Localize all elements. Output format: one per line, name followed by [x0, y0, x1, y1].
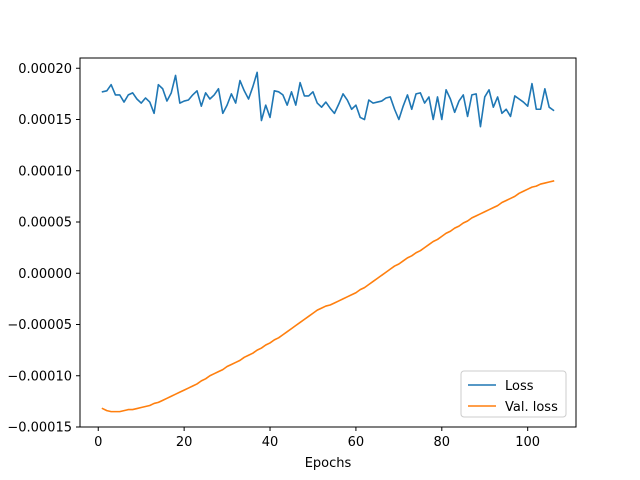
- x-tick-label: 20: [176, 435, 193, 450]
- x-tick-label: 60: [348, 435, 365, 450]
- y-tick-label: −0.00015: [7, 421, 72, 436]
- x-tick-label: 80: [434, 435, 451, 450]
- series-line-loss: [101, 71, 555, 128]
- plot-lines: [101, 71, 555, 413]
- legend-entry: Val. loss: [505, 400, 558, 415]
- x-axis: 0 20 40 60 80 100: [94, 427, 540, 450]
- legend: Loss Val. loss: [460, 370, 567, 418]
- y-tick-label: 0.00020: [18, 62, 72, 77]
- x-tick-label: 100: [515, 435, 540, 450]
- y-tick-label: 0.00000: [18, 267, 72, 282]
- y-tick-label: 0.00010: [18, 164, 72, 179]
- y-tick-label: 0.00015: [18, 113, 72, 128]
- y-axis: −0.00015 −0.00010 −0.00005 0.00000 0.00005 0.…: [7, 62, 80, 436]
- x-tick-label: 40: [262, 435, 279, 450]
- y-tick-label: −0.00005: [7, 318, 72, 333]
- legend-entry: Loss: [505, 379, 534, 394]
- y-tick-label: −0.00010: [7, 369, 72, 384]
- y-tick-label: 0.00005: [18, 216, 72, 231]
- x-tick-label: 0: [94, 435, 102, 450]
- series-line-val-loss: [101, 180, 555, 413]
- axes-frame: [79, 57, 577, 428]
- x-axis-label: Epochs: [305, 456, 352, 471]
